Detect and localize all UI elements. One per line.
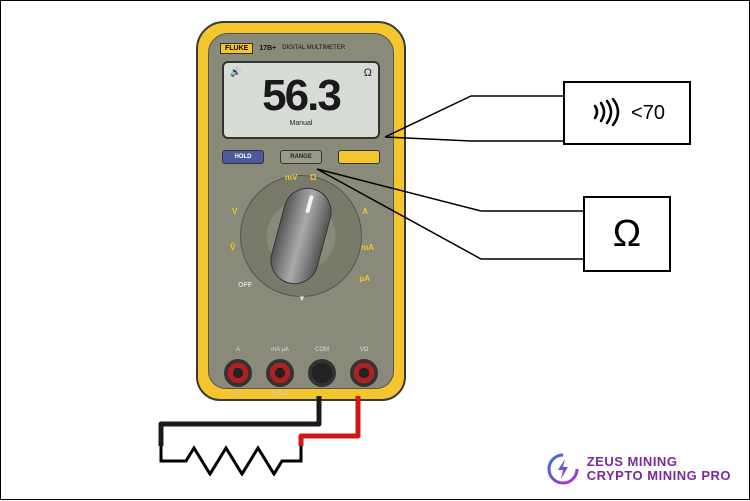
lcd-mode-text: Manual xyxy=(290,120,313,127)
dial-label-off: OFF xyxy=(238,282,252,289)
dial-label-a: A xyxy=(362,207,368,216)
sound-waves-icon xyxy=(589,98,623,129)
input-jacks: A 10A mA µA FUSED COM VΩ xyxy=(224,327,378,387)
dial-label-arrow: ▼ xyxy=(298,294,306,303)
dial-indicator xyxy=(305,195,314,213)
hold-button[interactable]: HOLD xyxy=(222,150,264,164)
dial-label-mv: mV xyxy=(285,173,297,182)
jack-label: VΩ xyxy=(360,347,369,353)
category-text: DIGITAL MULTIMETER xyxy=(282,45,345,51)
jack-com[interactable]: COM xyxy=(308,359,336,387)
dial-label-ma: mA xyxy=(361,243,374,252)
jack-label: A xyxy=(236,347,240,353)
jack-label: mA µA xyxy=(271,347,289,353)
test-circuit xyxy=(126,396,386,476)
callout-continuity: <70 xyxy=(563,81,691,145)
dial-label-ua: µA xyxy=(360,274,370,283)
button-row: HOLD RANGE xyxy=(222,147,380,167)
jack-ma[interactable]: mA µA FUSED xyxy=(266,359,294,387)
dial-label-vac: Ṽ xyxy=(230,243,235,252)
multimeter: FLUKE 17B+ DIGITAL MULTIMETER 🔊 Ω 56.3 M… xyxy=(196,21,406,401)
dial-label-v: V xyxy=(232,207,237,216)
ohm-symbol: Ω xyxy=(613,213,641,256)
function-button[interactable] xyxy=(338,150,380,164)
jack-vohm[interactable]: VΩ xyxy=(350,359,378,387)
jack-10a[interactable]: A 10A xyxy=(224,359,252,387)
watermark-text: ZEUS MINING CRYPTO MINING PRO xyxy=(587,455,731,484)
lcd-reading: 56.3 xyxy=(262,74,340,118)
jack-label: COM xyxy=(315,347,329,353)
brand-logo: FLUKE xyxy=(220,43,253,54)
range-button[interactable]: RANGE xyxy=(280,150,322,164)
model-number: 17B+ xyxy=(259,45,276,52)
callout-ohm: Ω xyxy=(583,196,671,272)
rotary-dial[interactable]: mV Ω A mA µA V Ṽ OFF ▼ xyxy=(240,175,362,297)
watermark-line1: ZEUS MINING xyxy=(587,455,731,469)
dial-label-ohm: Ω xyxy=(310,173,316,182)
brand-bar: FLUKE 17B+ DIGITAL MULTIMETER xyxy=(220,41,382,55)
lcd-display: 🔊 Ω 56.3 Manual xyxy=(222,61,380,139)
lightning-bolt-icon xyxy=(547,453,579,485)
watermark-line2: CRYPTO MINING PRO xyxy=(587,469,731,483)
continuity-indicator-icon: 🔊 xyxy=(230,67,241,78)
unit-indicator: Ω xyxy=(364,67,372,79)
continuity-threshold: <70 xyxy=(631,102,665,125)
watermark: ZEUS MINING CRYPTO MINING PRO xyxy=(547,453,731,485)
